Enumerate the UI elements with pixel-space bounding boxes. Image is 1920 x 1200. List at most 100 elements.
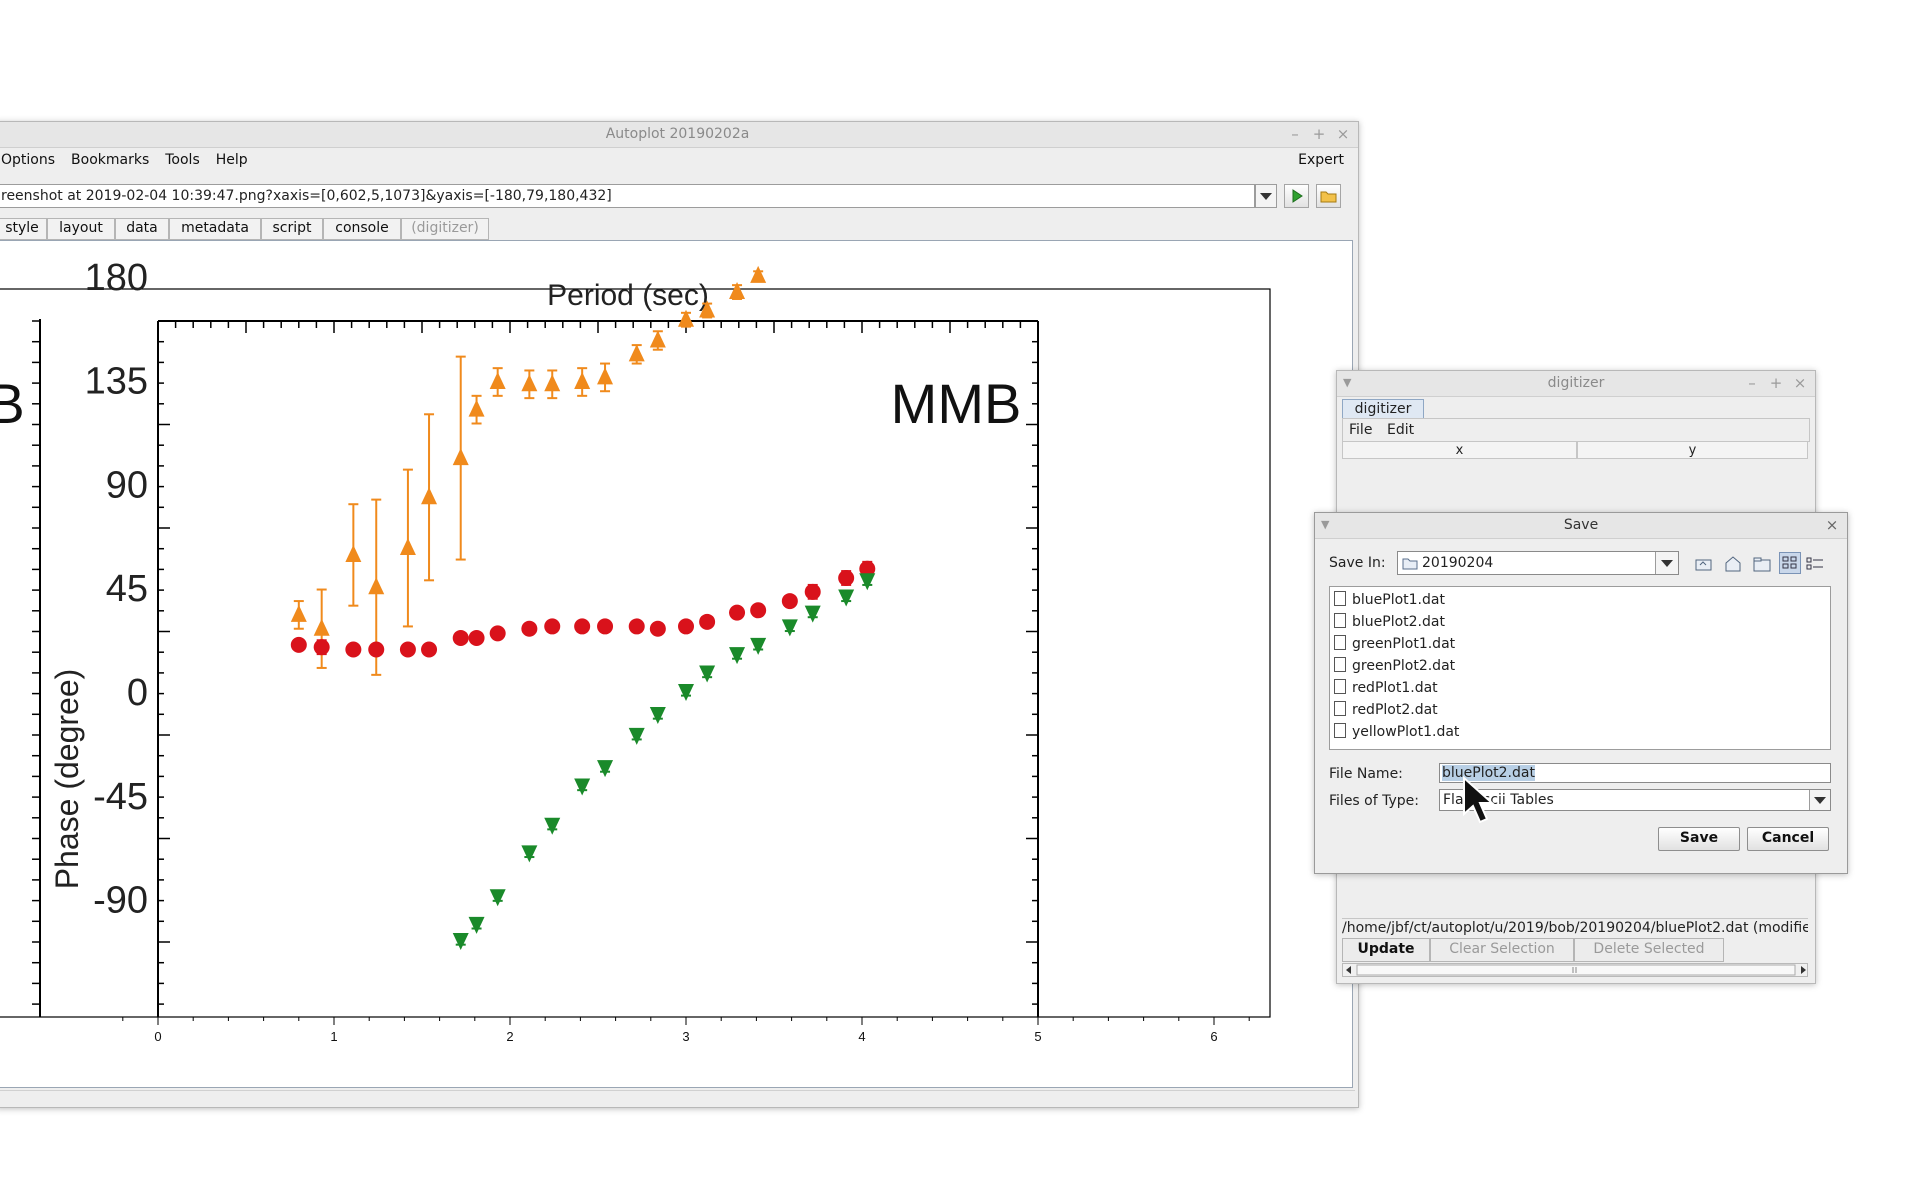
digitizer-menu-edit[interactable]: Edit [1387,422,1415,438]
x-tick-label: 2 [506,1029,513,1044]
data-point [729,282,746,300]
list-view-button[interactable] [1779,552,1801,574]
file-name-text: redPlot2.dat [1352,702,1438,718]
data-point [468,629,485,646]
file-type-combo[interactable]: Flat Ascii Tables [1439,789,1831,811]
close-icon[interactable]: × [1825,516,1839,534]
file-icon [1334,613,1346,628]
tab-metadata[interactable]: metadata [169,218,261,240]
close-icon[interactable]: × [1793,374,1807,392]
file-list-item[interactable]: yellowPlot1.dat [1334,723,1459,743]
window-menu-icon[interactable]: ▼ [1343,376,1352,389]
data-point [678,618,694,635]
plot-canvas[interactable]: Period (sec) MMB B Phase (degree) 180135… [0,241,1350,1085]
file-name-label: File Name: [1329,766,1403,782]
column-header-x[interactable]: x [1342,441,1577,459]
file-type-dropdown-button[interactable] [1809,790,1830,810]
new-folder-button[interactable] [1751,553,1773,575]
file-list-item[interactable]: greenPlot1.dat [1334,635,1455,655]
save-dialog-titlebar[interactable]: ▼ Save × [1315,513,1847,539]
file-name-text: greenPlot2.dat [1352,658,1456,674]
data-point [597,618,614,635]
details-view-button[interactable] [1804,553,1826,575]
x-tick-label: 0 [154,1029,161,1044]
image-y-tick-labels: 180 135 90 45 0 -45 -90 [85,257,148,922]
file-list[interactable]: bluePlot1.dat bluePlot2.dat greenPlot1.d… [1329,586,1831,750]
expert-menu[interactable]: Expert [1298,152,1344,168]
up-folder-button[interactable] [1693,553,1715,575]
scroll-right-icon [1801,966,1806,974]
list-view-icon [1782,556,1797,569]
data-series [290,265,876,951]
minimize-icon[interactable]: – [1291,125,1299,143]
file-list-item[interactable]: redPlot1.dat [1334,679,1438,699]
data-point [750,265,767,283]
file-name-field[interactable]: bluePlot2.dat [1439,763,1831,783]
column-header-y[interactable]: y [1577,441,1808,459]
cancel-button[interactable]: Cancel [1747,827,1829,851]
data-point [859,560,876,577]
series-2 [452,573,876,951]
details-view-icon [1806,557,1823,570]
minimize-icon[interactable]: – [1748,374,1756,392]
data-point [729,647,746,665]
home-button[interactable] [1722,553,1744,575]
uri-dropdown-button[interactable] [1255,184,1277,208]
save-in-dropdown-button[interactable] [1655,552,1678,574]
menu-help[interactable]: Help [215,152,248,168]
delete-selected-button[interactable]: Delete Selected [1574,938,1724,962]
maximize-icon[interactable]: + [1312,125,1326,143]
save-in-value: 20190204 [1422,555,1494,571]
file-icon [1334,635,1346,650]
data-point [345,641,362,658]
tab-script[interactable]: script [261,218,323,240]
mmb-label: MMB [891,372,1022,435]
go-button[interactable] [1284,184,1309,208]
file-list-item[interactable]: redPlot2.dat [1334,701,1438,721]
save-button[interactable]: Save [1658,827,1740,851]
file-list-item[interactable]: bluePlot2.dat [1334,613,1445,633]
digitizer-title: digitizer [1547,375,1605,391]
digitizer-menu-file[interactable]: File [1349,422,1373,438]
tab-data[interactable]: data [115,218,169,240]
clear-selection-button[interactable]: Clear Selection [1430,938,1574,962]
menu-bookmarks[interactable]: Bookmarks [71,152,150,168]
b-label: B [0,372,25,435]
file-list-item[interactable]: bluePlot1.dat [1334,591,1445,611]
data-point [489,625,506,642]
x-tick-label: 1 [330,1029,337,1044]
menu-options[interactable]: Options [1,152,56,168]
digitizer-tab[interactable]: digitizer [1342,399,1424,419]
status-bar [0,1090,1355,1105]
uri-field[interactable]: reenshot at 2019-02-04 10:39:47.png?xaxi… [0,184,1255,208]
horizontal-scrollbar[interactable] [1342,963,1808,977]
window-menu-icon[interactable]: ▼ [1321,518,1330,531]
file-type-label: Files of Type: [1329,793,1419,809]
digitizer-titlebar[interactable]: ▼ digitizer – + × [1337,371,1815,397]
update-button[interactable]: Update [1342,938,1430,962]
browse-button[interactable] [1316,184,1341,208]
data-point [290,636,307,653]
tab-layout[interactable]: layout [47,218,115,240]
data-point [628,727,645,745]
x-tick-label: 6 [1210,1029,1217,1044]
autoplot-titlebar[interactable]: Autoplot 20190202a – + × [0,122,1358,148]
file-list-item[interactable]: greenPlot2.dat [1334,657,1455,677]
tab-style[interactable]: style [0,218,47,240]
data-point [750,602,767,619]
x-tick-label: 3 [682,1029,689,1044]
data-point [421,487,438,505]
tab-digitizer[interactable]: (digitizer) [401,218,489,240]
tab-console[interactable]: console [323,218,401,240]
maximize-icon[interactable]: + [1769,374,1783,392]
series-0 [290,265,767,676]
menu-tools[interactable]: Tools [165,152,200,168]
save-in-combo[interactable]: 20190204 [1397,551,1679,575]
x-axis: 0 1 2 3 4 5 6 [122,1017,1250,1044]
scroll-left-icon [1346,966,1351,974]
save-dialog-controls: × [1815,516,1839,534]
data-point [699,300,716,318]
y-tick-label: 90 [106,464,148,506]
close-icon[interactable]: × [1336,125,1350,143]
folder-icon [1402,558,1418,570]
